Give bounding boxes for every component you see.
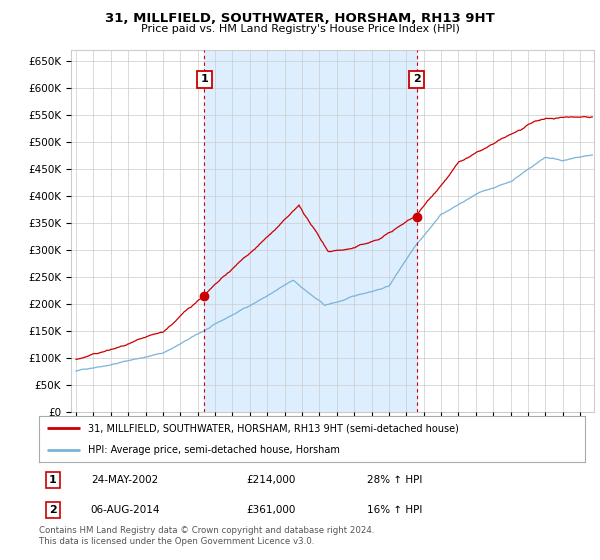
Text: 1: 1 — [200, 74, 208, 85]
Text: 2: 2 — [49, 505, 56, 515]
Text: 06-AUG-2014: 06-AUG-2014 — [91, 505, 160, 515]
Text: 16% ↑ HPI: 16% ↑ HPI — [367, 505, 422, 515]
Text: HPI: Average price, semi-detached house, Horsham: HPI: Average price, semi-detached house,… — [88, 445, 340, 455]
Text: 31, MILLFIELD, SOUTHWATER, HORSHAM, RH13 9HT: 31, MILLFIELD, SOUTHWATER, HORSHAM, RH13… — [105, 12, 495, 25]
Text: 1: 1 — [49, 475, 56, 485]
Text: £214,000: £214,000 — [247, 475, 296, 485]
Text: 31, MILLFIELD, SOUTHWATER, HORSHAM, RH13 9HT (semi-detached house): 31, MILLFIELD, SOUTHWATER, HORSHAM, RH13… — [88, 423, 459, 433]
Text: £361,000: £361,000 — [247, 505, 296, 515]
Bar — [205, 50, 416, 412]
Text: 28% ↑ HPI: 28% ↑ HPI — [367, 475, 422, 485]
Text: Price paid vs. HM Land Registry's House Price Index (HPI): Price paid vs. HM Land Registry's House … — [140, 24, 460, 34]
Text: 2: 2 — [413, 74, 421, 85]
Text: Contains HM Land Registry data © Crown copyright and database right 2024.
This d: Contains HM Land Registry data © Crown c… — [39, 526, 374, 546]
Text: 24-MAY-2002: 24-MAY-2002 — [91, 475, 158, 485]
